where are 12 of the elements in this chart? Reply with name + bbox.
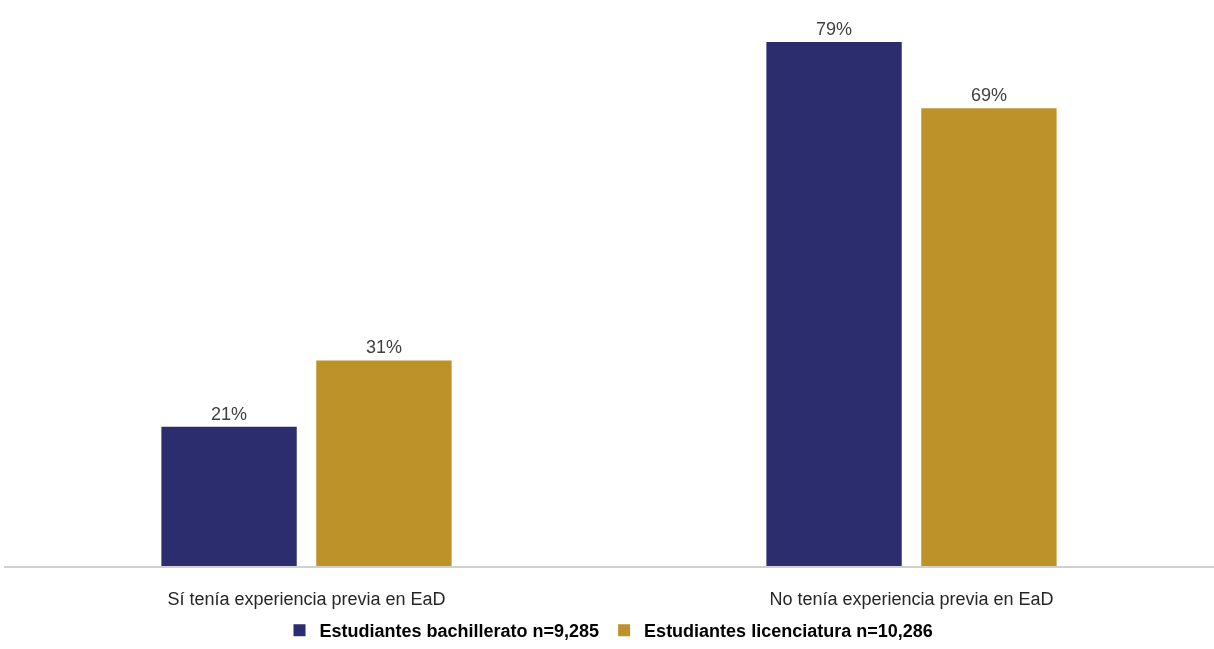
legend-label: Estudiantes licenciatura n=10,286 — [644, 621, 933, 642]
data-label: 69% — [970, 85, 1007, 106]
bar — [316, 360, 452, 566]
data-label: 21% — [211, 403, 248, 424]
bar — [921, 108, 1057, 566]
data-label: 31% — [365, 337, 402, 358]
x-tick-label: No tenía experiencia previa en EaD — [769, 589, 1054, 610]
bar — [766, 42, 902, 566]
bar — [161, 426, 297, 566]
x-tick-label: Sí tenía experiencia previa en EaD — [167, 589, 446, 610]
data-label: 79% — [816, 19, 853, 39]
legend-label: Estudiantes bachillerato n=9,285 — [319, 621, 600, 642]
